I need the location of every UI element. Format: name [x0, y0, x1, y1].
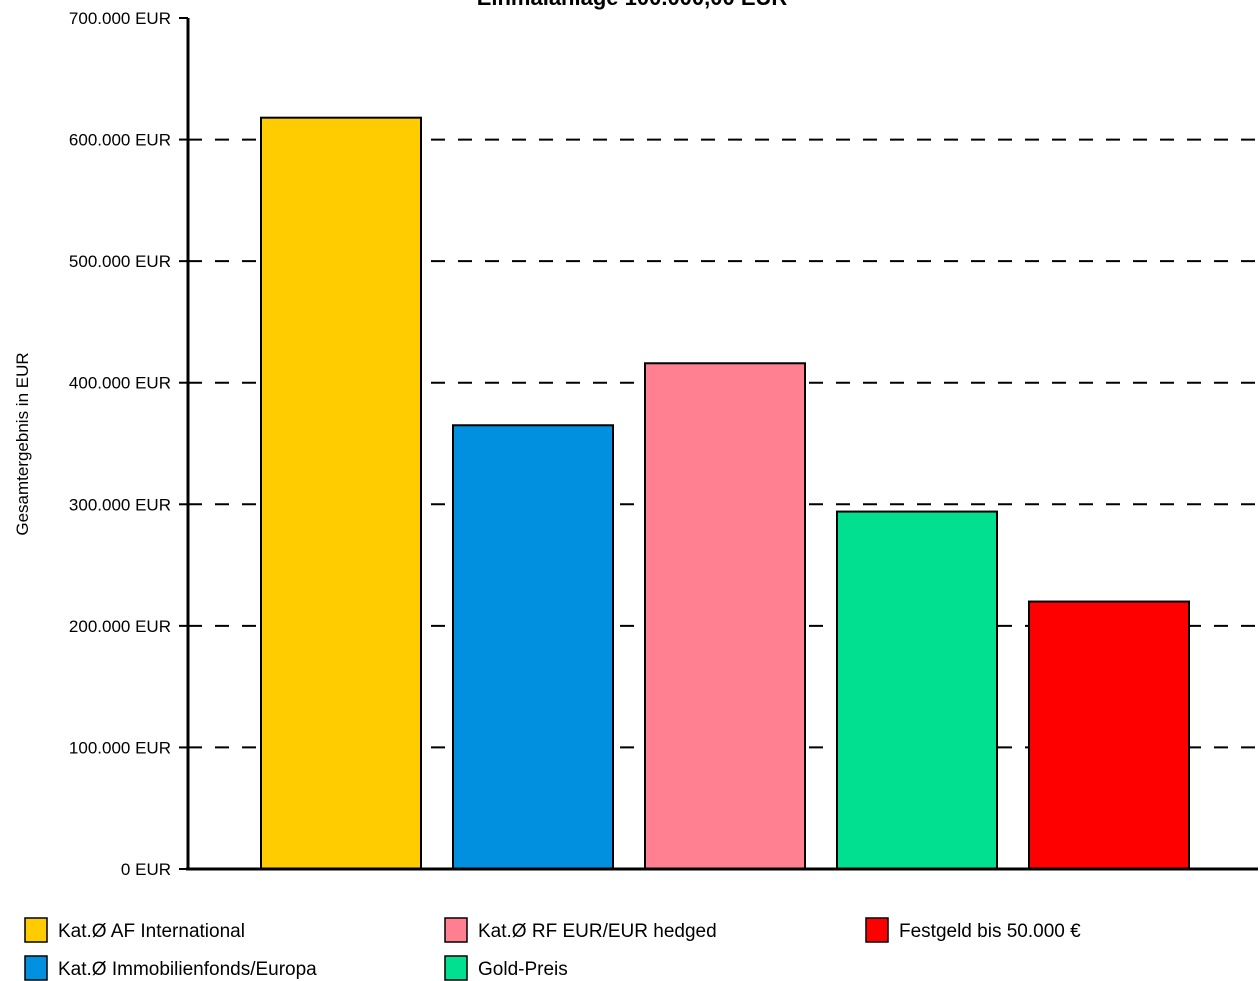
y-tick-label: 200.000 EUR: [69, 617, 171, 636]
y-tick-label: 500.000 EUR: [69, 252, 171, 271]
legend-item: Kat.Ø RF EUR/EUR hedged: [444, 917, 717, 943]
legend: Kat.Ø AF International Kat.Ø RF EUR/EUR h…: [24, 917, 1081, 981]
y-axis-ticks: 0 EUR 100.000 EUR 200.000 EUR 300.000 EUR 40…: [69, 9, 188, 879]
legend-swatch: [444, 917, 468, 943]
legend-label: Festgeld bis 50.000 €: [899, 921, 1081, 942]
legend-swatch: [865, 917, 889, 943]
legend-swatch: [444, 955, 468, 981]
y-axis-title: Gesamtergebnis in EUR: [13, 352, 32, 535]
y-tick-label: 700.000 EUR: [69, 9, 171, 28]
axes: [186, 18, 1258, 871]
y-tick-label: 400.000 EUR: [69, 374, 171, 393]
bar: [260, 116, 422, 870]
y-tick-label: 300.000 EUR: [69, 495, 171, 514]
legend-label: Kat.Ø AF International: [58, 921, 245, 942]
y-tick-label: 100.000 EUR: [69, 738, 171, 757]
y-tick-label: 600.000 EUR: [69, 131, 171, 150]
legend-label: Kat.Ø Immobilienfonds/Europa: [58, 959, 317, 980]
chart-title: Einmalanlage 100.000,00 EUR: [477, 0, 788, 10]
legend-swatch: [24, 955, 48, 981]
legend-label: Kat.Ø RF EUR/EUR hedged: [478, 921, 717, 942]
bars: [260, 116, 1190, 870]
bar: [1028, 600, 1190, 870]
legend-item: Festgeld bis 50.000 €: [865, 917, 1081, 943]
legend-item: Kat.Ø Immobilienfonds/Europa: [24, 955, 317, 981]
legend-swatch: [24, 917, 48, 943]
bar: [836, 510, 998, 870]
bar: [452, 424, 614, 870]
legend-item: Gold-Preis: [444, 955, 568, 981]
y-tick-label: 0 EUR: [121, 860, 171, 879]
legend-label: Gold-Preis: [478, 959, 568, 980]
bar: [644, 362, 806, 870]
legend-item: Kat.Ø AF International: [24, 917, 245, 943]
